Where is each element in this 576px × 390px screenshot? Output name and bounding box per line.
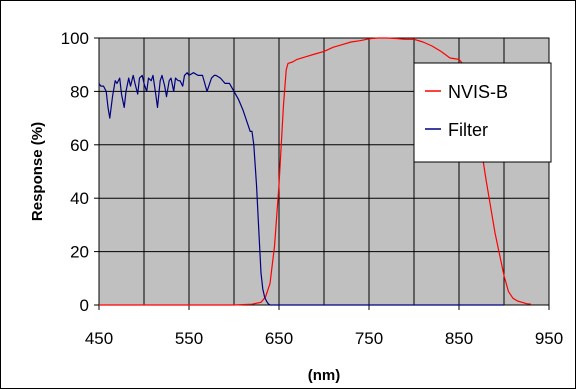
series-line-filter <box>98 72 504 306</box>
x-axis-label: (nm) <box>308 367 341 384</box>
legend-label: NVIS-B <box>448 82 508 102</box>
x-tick-label: 550 <box>175 329 203 348</box>
legend-box <box>413 62 552 163</box>
axis-ticks: 0 20 40 60 80 100 450 550 650 750 850 950 <box>61 29 564 348</box>
y-tick-label: 0 <box>80 296 89 315</box>
y-tick-label: 100 <box>61 29 89 48</box>
legend: NVIS-B Filter <box>413 62 552 163</box>
gridlines <box>99 37 550 306</box>
x-tick-label: 650 <box>265 329 293 348</box>
x-tick-label: 450 <box>85 329 113 348</box>
series-lines <box>98 37 532 306</box>
x-tick-label: 850 <box>445 329 473 348</box>
y-tick-label: 80 <box>70 82 89 101</box>
y-tick-label: 60 <box>70 136 89 155</box>
y-axis-label: Response (%) <box>29 122 46 221</box>
x-tick-label: 750 <box>355 329 383 348</box>
series-line-nvis-b <box>99 37 532 306</box>
x-tick-label: 950 <box>535 329 563 348</box>
y-tick-label: 40 <box>70 189 89 208</box>
legend-label: Filter <box>448 120 488 140</box>
y-tick-label: 20 <box>70 243 89 262</box>
